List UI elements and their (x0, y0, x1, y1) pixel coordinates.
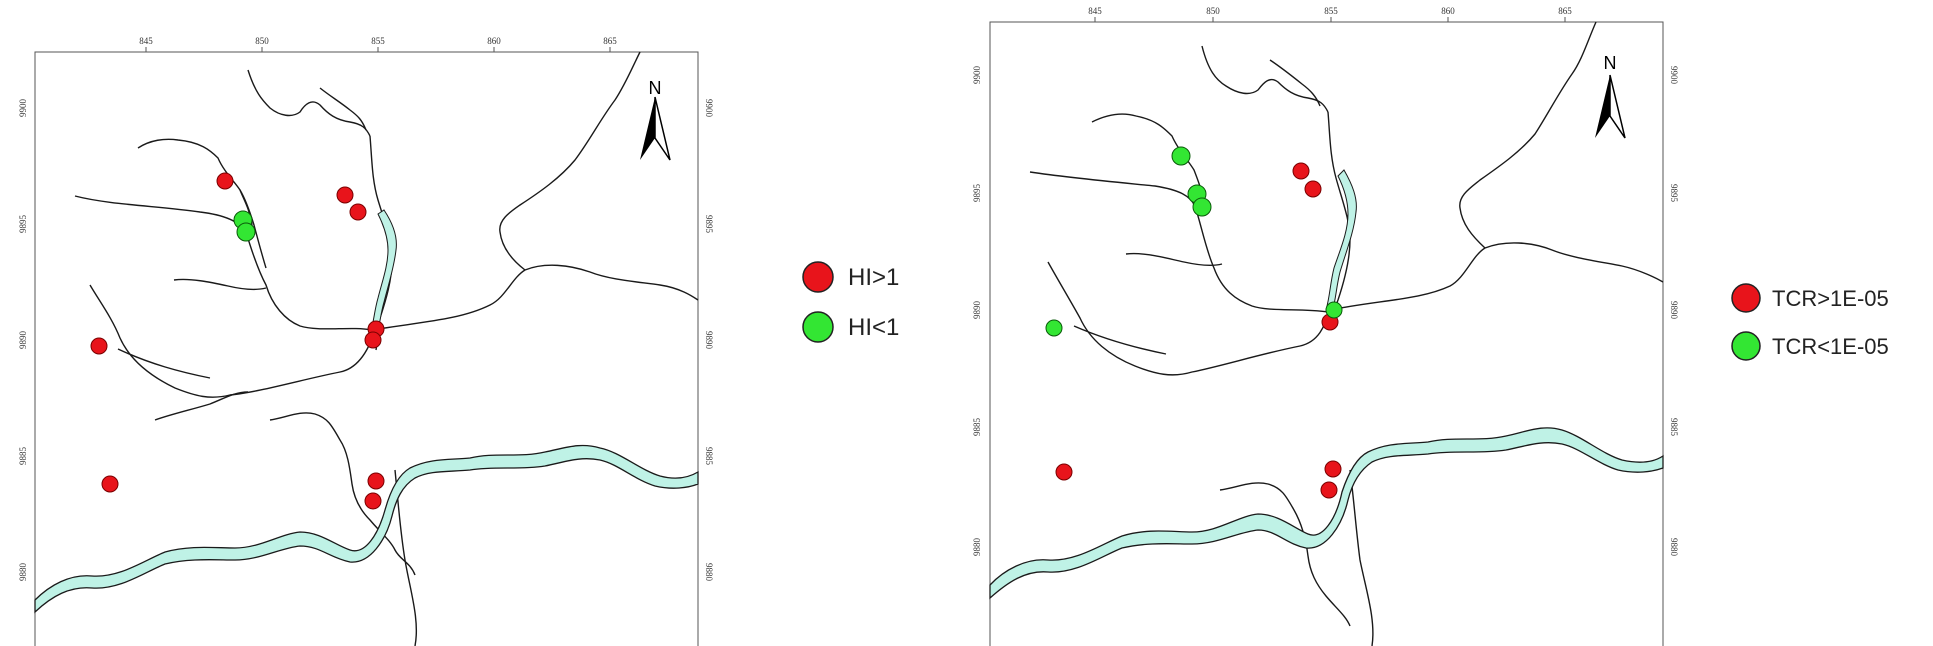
y-tick: 9895 (18, 215, 28, 234)
sample-point-hi-high (216, 172, 234, 190)
north-label: N (1604, 53, 1617, 73)
y-tick: 9900 (972, 66, 982, 85)
sample-point-hi-high (349, 203, 367, 221)
sample-point-tcr-high (1320, 481, 1338, 499)
sample-point-tcr-low (1171, 146, 1191, 166)
y-tick: 9880 (1669, 538, 1679, 557)
sample-points (90, 172, 385, 510)
y-tick: 9885 (18, 447, 28, 466)
legend-label: TCR<1E-05 (1772, 334, 1889, 359)
y-tick: 9895 (972, 184, 982, 203)
y-axis-ticks-left: 9900 9895 9890 9885 9880 (972, 66, 982, 557)
x-tick: 860 (1441, 6, 1455, 16)
x-tick: 865 (603, 36, 617, 46)
x-tick: 855 (371, 36, 385, 46)
main-river (989, 427, 1664, 600)
legend-marker-tcr-high (1731, 283, 1761, 313)
x-axis-ticks: 845 850 855 860 865 (1088, 6, 1572, 22)
y-tick: 9890 (18, 331, 28, 350)
river-network (74, 51, 699, 646)
y-tick: 9900 (1669, 66, 1679, 85)
y-tick: 9885 (972, 418, 982, 437)
sample-point-hi-high (367, 472, 385, 490)
y-axis-ticks-left: 9900 9895 9890 9885 9880 (18, 99, 28, 582)
sample-point-tcr-high (1324, 460, 1342, 478)
x-axis-ticks: 845 850 855 860 865 (139, 36, 617, 52)
x-tick: 850 (1206, 6, 1220, 16)
sample-points (1045, 146, 1343, 499)
sample-point-tcr-high (1055, 463, 1073, 481)
y-tick: 9885 (1669, 418, 1679, 437)
y-tick: 9895 (1669, 184, 1679, 203)
x-tick: 845 (1088, 6, 1102, 16)
x-tick: 865 (1558, 6, 1572, 16)
legend-label: HI<1 (848, 314, 899, 341)
y-tick: 9890 (704, 331, 714, 350)
sample-point-tcr-high (1304, 180, 1322, 198)
map-frame (989, 21, 1664, 646)
main-river (34, 444, 699, 614)
sample-point-hi-high (101, 475, 119, 493)
y-tick: 9890 (972, 301, 982, 320)
tcr-map-panel: 845 850 855 860 865 9900 9895 9890 9885 … (940, 0, 1933, 646)
y-tick: 9880 (972, 538, 982, 557)
hi-legend: HI>1 HI<1 (802, 261, 899, 343)
y-tick: 9900 (704, 99, 714, 118)
legend-label: HI>1 (848, 264, 899, 291)
sample-point-hi-high (336, 186, 354, 204)
sample-point-tcr-low (1192, 197, 1212, 217)
tcr-map: 845 850 855 860 865 9900 9895 9890 9885 … (972, 6, 1889, 646)
north-arrow-icon: N (1595, 53, 1626, 139)
sample-point-hi-high (90, 337, 108, 355)
y-tick: 9895 (704, 215, 714, 234)
y-tick: 9885 (704, 447, 714, 466)
x-tick: 850 (255, 36, 269, 46)
x-tick: 845 (139, 36, 153, 46)
legend-label: TCR>1E-05 (1772, 286, 1889, 311)
hi-map-panel: 845 850 855 860 865 9900 9895 9890 9885 … (18, 36, 899, 646)
y-axis-ticks-right: 9900 9895 9890 9885 9880 (1669, 66, 1679, 557)
north-arrow-icon: N (640, 78, 671, 161)
x-tick: 855 (1324, 6, 1338, 16)
y-tick: 9880 (18, 563, 28, 582)
legend-marker-tcr-low (1731, 331, 1761, 361)
sample-point-hi-high (364, 492, 382, 510)
sample-point-hi-low (236, 222, 256, 242)
legend-marker-hi-high (802, 261, 834, 293)
sample-point-hi-high (364, 331, 382, 349)
y-tick: 9890 (1669, 301, 1679, 320)
tcr-legend: TCR>1E-05 TCR<1E-05 (1731, 283, 1889, 361)
sample-point-tcr-high (1292, 162, 1310, 180)
y-tick: 9880 (704, 563, 714, 582)
hi-map: 845 850 855 860 865 9900 9895 9890 9885 … (18, 36, 899, 646)
north-label: N (649, 78, 662, 98)
legend-marker-hi-low (802, 311, 834, 343)
y-tick: 9900 (18, 99, 28, 118)
sample-point-tcr-low (1325, 301, 1343, 319)
x-tick: 860 (487, 36, 501, 46)
sample-point-tcr-low (1045, 319, 1063, 337)
y-axis-ticks-right: 9900 9895 9890 9885 9880 (704, 99, 714, 582)
